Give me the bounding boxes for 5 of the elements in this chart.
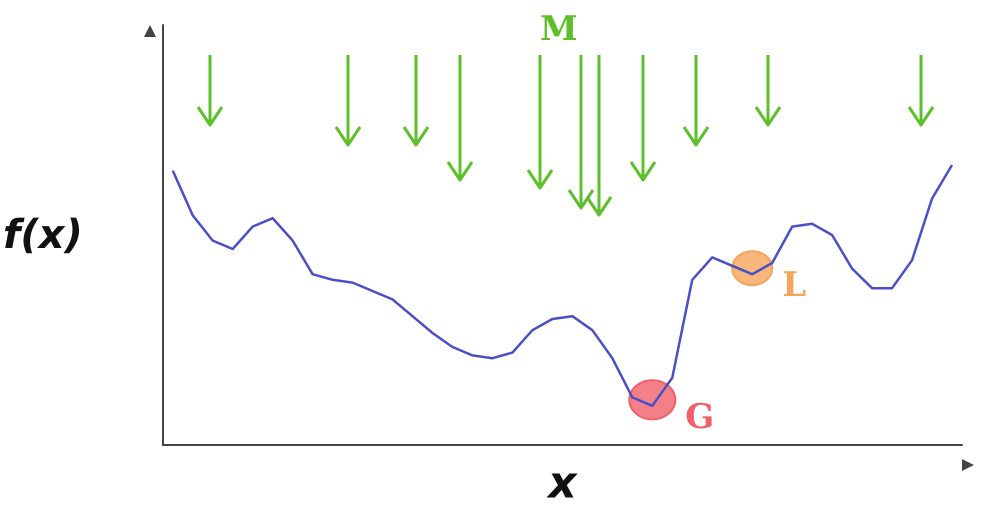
text: M [540, 9, 578, 49]
annotation: L [782, 265, 806, 306]
x-axis-title: x [546, 458, 578, 508]
y-axis-title: f(x) [3, 212, 83, 258]
annotation: G [685, 396, 714, 437]
